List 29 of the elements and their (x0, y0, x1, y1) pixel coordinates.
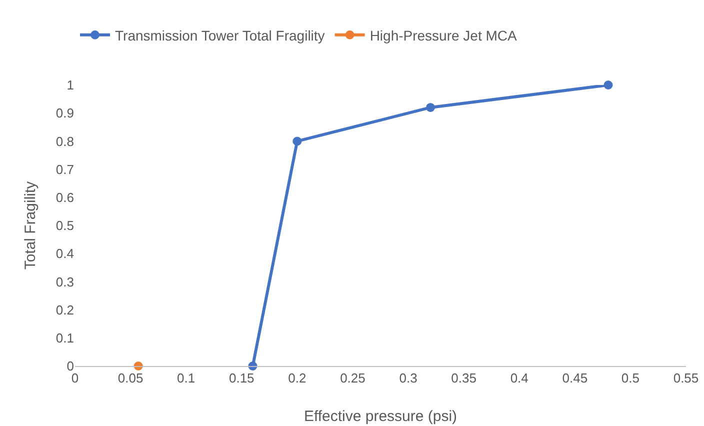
x-tick-label: 0.3 (399, 370, 418, 386)
x-tick-label: 0.2 (288, 370, 306, 386)
x-tick-label: 0.55 (673, 370, 699, 386)
x-axis-title: Effective pressure (psi) (304, 408, 458, 425)
y-tick-label: 0.5 (56, 218, 74, 234)
y-tick-label: 0.3 (56, 274, 74, 290)
y-tick-label: 0.7 (56, 162, 74, 177)
x-tick-label: 0.1 (177, 370, 196, 386)
x-tick-label: 0.5 (621, 370, 640, 386)
y-axis-title: Total Fragility (22, 180, 39, 270)
legend-label: High-Pressure Jet MCA (370, 27, 518, 44)
x-tick-label: 0.05 (118, 370, 144, 386)
y-tick-label: 0.2 (56, 302, 74, 318)
y-tick-label: 1 (66, 78, 74, 93)
y-tick-label: 0.9 (56, 106, 74, 121)
y-tick-label: 0.4 (56, 246, 74, 262)
point (426, 102, 435, 112)
x-tick-label: 0.15 (228, 370, 254, 386)
point (292, 136, 302, 146)
x-tick-label: 0.45 (562, 370, 588, 386)
y-tick-label: 0 (66, 358, 74, 374)
y-tick-label: 0.1 (56, 330, 74, 346)
x-tick-label: 0.25 (340, 370, 366, 386)
point (604, 80, 613, 90)
y-tick-label: 0.6 (56, 190, 74, 205)
legend-label: Transmission Tower Total Fragility (115, 27, 325, 44)
x-tick-label: 0.35 (451, 370, 476, 386)
x-tick-label: 0.4 (510, 370, 528, 386)
y-tick-label: 0.8 (56, 134, 74, 149)
